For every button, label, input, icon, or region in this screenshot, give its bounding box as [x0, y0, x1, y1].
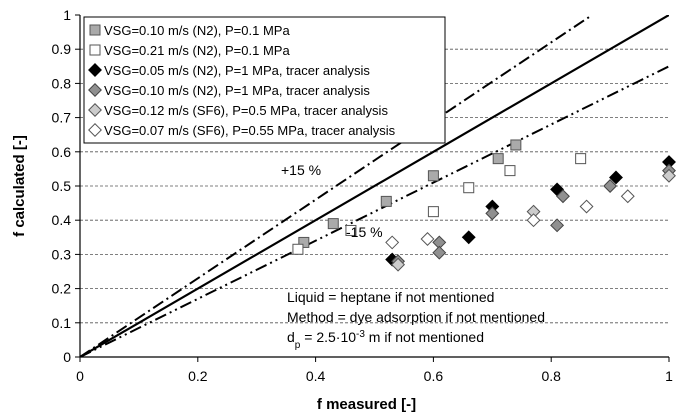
data-point: [579, 199, 594, 214]
legend-entry: VSG=0.05 m/s (N2), P=1 MPa, tracer analy…: [104, 63, 370, 78]
x-tick-label: 0.8: [541, 368, 561, 384]
reference-line-dash-dot: [80, 15, 593, 357]
data-point: [380, 195, 392, 207]
data-point: [510, 139, 522, 151]
x-tick-label: 1: [665, 368, 673, 384]
y-tick-label: 0.1: [52, 315, 72, 331]
x-tick-label: 0.6: [424, 368, 444, 384]
note-dp: dp = 2.5·10-3 m if not mentioned: [287, 329, 484, 351]
series-6: [385, 189, 635, 250]
y-tick-label: 0.8: [52, 75, 72, 91]
data-point: [427, 206, 439, 218]
legend-box: [83, 16, 446, 144]
note-dp-middle: = 2.5·10: [300, 329, 356, 345]
legend-marker: [89, 44, 101, 56]
data-point: [575, 153, 587, 165]
y-tick-label: 0.9: [52, 41, 72, 57]
data-point: [485, 206, 500, 221]
data-point: [556, 189, 570, 204]
data-point: [550, 218, 565, 233]
data-point: [526, 213, 541, 228]
legend-marker: [89, 24, 101, 36]
note-dp-prefix: d: [287, 329, 295, 345]
note-dp-exp: -3: [356, 329, 365, 340]
legend: VSG=0.10 m/s (N2), P=0.1 MPa VSG=0.21 m/s…: [83, 16, 446, 144]
data-point: [432, 245, 447, 260]
series-2: [292, 153, 587, 255]
x-axis-label: f measured [-]: [317, 396, 416, 413]
data-point: [345, 224, 357, 236]
note-method: Method = dye adsorption if not mentioned: [287, 309, 545, 325]
data-point: [420, 232, 435, 246]
legend-entry: VSG=0.12 m/s (SF6), P=0.5 MPa, tracer an…: [104, 103, 388, 118]
x-tick-label: 0: [76, 368, 84, 384]
note-liquid: Liquid = heptane if not mentioned: [287, 289, 494, 305]
data-point: [427, 170, 439, 182]
legend-entry: VSG=0.10 m/s (N2), P=1 MPa, tracer analy…: [104, 83, 370, 98]
data-point: [662, 168, 676, 183]
data-point: [461, 230, 476, 245]
data-point: [391, 257, 406, 272]
y-tick-label: 0.7: [52, 110, 72, 126]
data-point: [620, 189, 635, 204]
x-tick-label: 0.2: [188, 368, 208, 384]
x-tick-label: 0.4: [306, 368, 326, 384]
y-tick-label: 1: [63, 7, 71, 23]
y-tick-label: 0.4: [52, 212, 72, 228]
data-point: [298, 236, 310, 248]
data-point: [463, 182, 475, 194]
legend-entry: VSG=0.07 m/s (SF6), P=0.55 MPa, tracer a…: [104, 123, 396, 138]
data-point: [385, 235, 400, 250]
note-dp-suffix: m if not mentioned: [365, 329, 484, 345]
y-tick-label: 0.5: [52, 178, 72, 194]
y-tick-label: 0.3: [52, 246, 72, 262]
legend-marker: [88, 63, 102, 77]
data-point: [603, 179, 618, 193]
data-point: [292, 243, 304, 255]
annotation-plus-15: +15 %: [281, 162, 321, 178]
reference-lines: [80, 15, 669, 357]
data-point: [492, 153, 504, 165]
legend-marker: [88, 123, 102, 137]
data-point: [609, 170, 623, 185]
reference-line-solid: [80, 15, 669, 357]
legend-entry: VSG=0.10 m/s (N2), P=0.1 MPa: [104, 23, 290, 38]
annotation-minus-15: -15 %: [346, 224, 383, 240]
series-1: [298, 139, 522, 248]
legend-entry: VSG=0.21 m/s (N2), P=0.1 MPa: [104, 43, 290, 58]
y-tick-label: 0.2: [52, 281, 72, 297]
legend-marker: [88, 103, 102, 117]
y-tick-label: 0.6: [52, 144, 72, 160]
y-tick-label: 0: [63, 349, 71, 365]
data-point: [327, 218, 339, 230]
note-dp-sub: p: [295, 340, 301, 351]
legend-marker: [88, 83, 102, 97]
series-5: [391, 168, 676, 272]
data-point: [504, 165, 516, 177]
y-axis-label: f calculated [-]: [11, 135, 28, 237]
